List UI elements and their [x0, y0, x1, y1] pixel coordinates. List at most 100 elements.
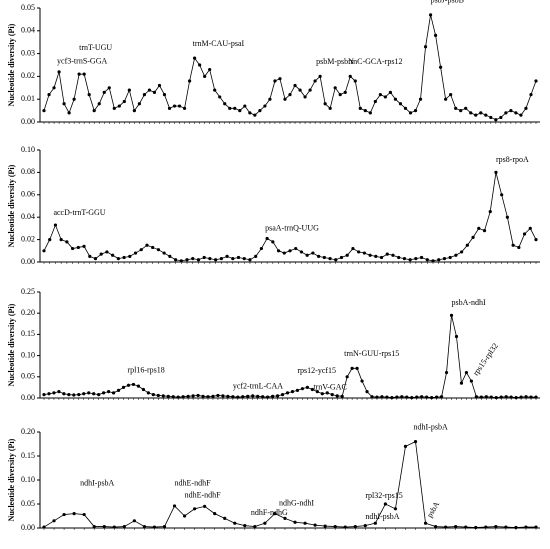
point	[168, 254, 172, 258]
point	[271, 240, 275, 244]
point	[208, 67, 212, 72]
point	[208, 257, 212, 261]
point	[53, 223, 58, 227]
point	[435, 395, 439, 399]
point	[298, 88, 302, 92]
point	[82, 512, 86, 517]
point	[328, 257, 332, 261]
annotation: ndhE-ndhF	[175, 479, 212, 488]
point	[374, 254, 378, 258]
y-tick-label: 0.15	[21, 451, 35, 460]
y-tick-label: 0.25	[21, 287, 35, 296]
point	[423, 521, 428, 525]
point	[176, 395, 180, 399]
point	[405, 395, 409, 399]
point	[233, 521, 237, 525]
point	[294, 246, 298, 251]
y-tick-label: 0.03	[21, 48, 35, 57]
point	[400, 395, 404, 399]
point	[334, 258, 338, 262]
point	[268, 97, 272, 101]
point	[299, 250, 304, 254]
point	[48, 238, 52, 242]
point	[193, 507, 197, 511]
point	[345, 253, 349, 257]
point	[524, 395, 528, 399]
point	[76, 245, 80, 250]
point	[454, 253, 458, 257]
point	[107, 390, 111, 394]
point	[494, 524, 498, 529]
point	[47, 392, 51, 396]
point	[439, 395, 444, 399]
annotation: trnN-GUU-rps15	[344, 349, 399, 358]
y-tick-label: 0.06	[21, 190, 35, 199]
point	[105, 250, 109, 254]
y-tick-label: 0.00	[21, 117, 35, 126]
y-axis-label: Nucleotide diversity (Pi)	[7, 438, 16, 521]
point	[206, 395, 210, 399]
point	[132, 109, 136, 113]
point	[494, 170, 498, 174]
point	[102, 391, 106, 395]
y-tick-label: 0.00	[21, 523, 35, 532]
point	[484, 395, 488, 399]
point	[330, 393, 334, 397]
point	[52, 519, 56, 523]
point	[72, 511, 76, 516]
point	[494, 395, 498, 400]
y-tick-label: 0.20	[21, 427, 35, 436]
point	[449, 93, 453, 97]
point	[383, 95, 387, 99]
annotation: rpl32-rps15	[365, 491, 402, 500]
point	[365, 390, 369, 394]
point	[181, 395, 185, 399]
point	[499, 395, 503, 399]
point	[413, 109, 418, 113]
point	[514, 111, 518, 115]
point	[259, 246, 263, 251]
point	[303, 521, 307, 525]
point	[459, 109, 463, 113]
y-tick-label: 0.05	[21, 3, 35, 12]
point	[225, 254, 229, 258]
point	[136, 384, 141, 388]
annotation: ndhE-ndhF	[185, 491, 222, 500]
y-tick-label: 0.05	[21, 372, 35, 381]
point	[256, 394, 260, 398]
point	[162, 524, 167, 529]
point	[464, 370, 469, 375]
point	[283, 97, 287, 101]
point	[253, 113, 257, 117]
point	[172, 104, 177, 108]
point	[323, 524, 327, 528]
point	[71, 246, 75, 251]
point	[57, 70, 61, 74]
point	[132, 519, 136, 523]
annotation: rps12-ycf15	[297, 366, 336, 375]
point	[107, 86, 111, 90]
point	[233, 106, 237, 110]
point	[102, 524, 106, 529]
annotation: ndhI-psbA	[80, 478, 114, 487]
point	[464, 106, 468, 110]
point	[203, 74, 207, 78]
point	[243, 104, 247, 108]
point	[288, 93, 292, 97]
point	[182, 106, 187, 110]
point	[253, 524, 257, 529]
point	[524, 106, 528, 110]
point	[42, 109, 46, 113]
point	[504, 525, 508, 529]
point	[42, 525, 46, 529]
point	[380, 395, 384, 399]
point	[122, 255, 126, 260]
annotation: accD-trnT-GGU	[53, 208, 105, 217]
point	[213, 88, 217, 92]
point	[524, 525, 528, 529]
point	[388, 90, 393, 94]
point	[282, 251, 286, 255]
point	[469, 111, 473, 115]
point	[67, 111, 71, 115]
point	[454, 524, 458, 529]
